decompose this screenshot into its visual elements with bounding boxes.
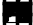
10 µm <box>28 7 29 8</box>
10 µm <box>24 6 25 7</box>
1 µm <box>5 6 6 7</box>
Text: Astrosilicate: Astrosilicate <box>12 0 33 20</box>
1 µm <box>24 10 25 11</box>
Text: $0.01\,\mu{\rm m}$: $0.01\,\mu{\rm m}$ <box>18 20 33 25</box>
Line: 0.1 µm: 0.1 µm <box>4 4 30 25</box>
Text: $1.0\,\mu{\rm m}$: $1.0\,\mu{\rm m}$ <box>22 7 33 25</box>
10 µm <box>13 6 14 7</box>
1 µm <box>13 6 14 7</box>
1 µm <box>20 6 21 7</box>
10 µm <box>20 6 21 7</box>
Text: $0.10\,\mu{\rm m}$: $0.10\,\mu{\rm m}$ <box>19 9 33 25</box>
Line: 10 µm: 10 µm <box>4 6 30 8</box>
Text: $10\,\mu{\rm m}$: $10\,\mu{\rm m}$ <box>29 0 33 25</box>
Line: 1 µm: 1 µm <box>4 6 30 25</box>
Line: 0.01 µm: 0.01 µm <box>4 10 30 25</box>
